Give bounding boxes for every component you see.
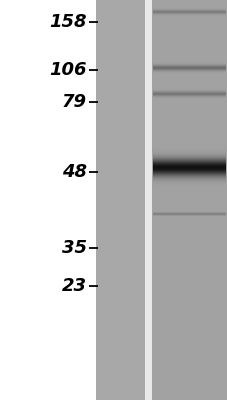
Bar: [152, 139, 225, 140]
Bar: [152, 145, 225, 146]
Bar: [152, 194, 225, 195]
Bar: [152, 169, 225, 170]
Bar: [152, 154, 225, 155]
Bar: [152, 143, 225, 144]
Bar: [152, 175, 225, 176]
Bar: [152, 138, 225, 139]
Bar: [152, 179, 225, 180]
Bar: [152, 180, 225, 181]
Bar: [152, 150, 225, 151]
Text: 158: 158: [49, 13, 86, 31]
Text: 79: 79: [61, 93, 86, 111]
Bar: [152, 166, 225, 167]
Text: 48: 48: [61, 163, 86, 181]
Bar: [152, 141, 225, 142]
Bar: [152, 161, 225, 162]
Bar: [152, 174, 225, 175]
Bar: [152, 183, 225, 184]
Bar: [152, 151, 225, 152]
Bar: [152, 148, 225, 149]
Bar: [152, 188, 225, 189]
Bar: [152, 171, 225, 172]
Bar: [151, 0, 227, 400]
Bar: [152, 191, 225, 192]
Bar: [152, 181, 225, 182]
Bar: [152, 172, 225, 173]
Bar: [152, 186, 225, 187]
Bar: [152, 189, 225, 190]
Bar: [152, 185, 225, 186]
Text: 23: 23: [61, 277, 86, 295]
Bar: [152, 144, 225, 145]
Bar: [152, 187, 225, 188]
Bar: [152, 165, 225, 166]
Bar: [152, 146, 225, 147]
Bar: [152, 162, 225, 163]
Bar: [144, 0, 151, 400]
Bar: [152, 192, 225, 193]
Bar: [152, 170, 225, 171]
Text: 106: 106: [49, 61, 86, 79]
Bar: [152, 178, 225, 179]
Bar: [152, 177, 225, 178]
Bar: [152, 149, 225, 150]
Bar: [152, 163, 225, 164]
Bar: [152, 195, 225, 196]
Bar: [152, 182, 225, 183]
Bar: [152, 152, 225, 153]
Bar: [152, 167, 225, 168]
Bar: [152, 147, 225, 148]
Bar: [152, 184, 225, 185]
Bar: [152, 176, 225, 177]
Bar: [152, 142, 225, 143]
Bar: [152, 168, 225, 169]
Bar: [152, 190, 225, 191]
Bar: [152, 197, 225, 198]
Bar: [95, 0, 144, 400]
Bar: [152, 196, 225, 197]
Bar: [152, 156, 225, 157]
Bar: [152, 158, 225, 159]
Bar: [152, 164, 225, 165]
Text: 35: 35: [61, 239, 86, 257]
Bar: [152, 157, 225, 158]
Bar: [95, 0, 227, 400]
Bar: [152, 173, 225, 174]
Bar: [152, 155, 225, 156]
Bar: [152, 193, 225, 194]
Bar: [152, 140, 225, 141]
Bar: [152, 160, 225, 161]
Bar: [152, 153, 225, 154]
Bar: [152, 159, 225, 160]
